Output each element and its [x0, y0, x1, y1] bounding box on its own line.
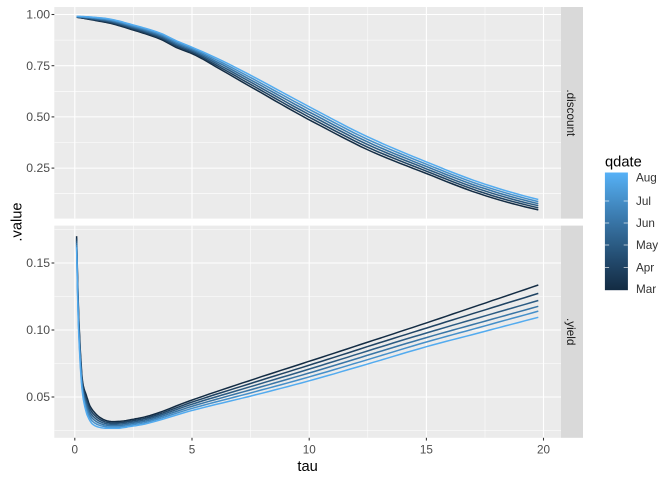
svg-text:May: May [636, 239, 658, 252]
svg-text:Jul: Jul [636, 195, 651, 208]
svg-text:1.00: 1.00 [26, 9, 50, 22]
svg-text:0: 0 [72, 444, 79, 457]
svg-text:5: 5 [189, 444, 196, 457]
svg-text:.yield: .yield [564, 318, 577, 345]
svg-text:Apr: Apr [636, 262, 654, 275]
svg-text:.value: .value [10, 202, 26, 241]
svg-text:qdate: qdate [605, 155, 642, 171]
svg-text:15: 15 [420, 444, 434, 457]
svg-text:0.25: 0.25 [26, 162, 50, 175]
svg-text:10: 10 [303, 444, 317, 457]
svg-text:Jun: Jun [636, 217, 655, 230]
svg-text:0.15: 0.15 [26, 257, 50, 270]
svg-text:tau: tau [297, 459, 317, 475]
svg-text:Aug: Aug [636, 172, 657, 185]
svg-text:0.75: 0.75 [26, 60, 50, 73]
svg-text:0.50: 0.50 [26, 111, 50, 124]
svg-text:0.05: 0.05 [26, 391, 50, 404]
svg-text:Mar: Mar [636, 283, 656, 296]
svg-text:20: 20 [537, 444, 551, 457]
svg-text:0.10: 0.10 [26, 324, 50, 337]
svg-text:.discount: .discount [564, 89, 577, 137]
